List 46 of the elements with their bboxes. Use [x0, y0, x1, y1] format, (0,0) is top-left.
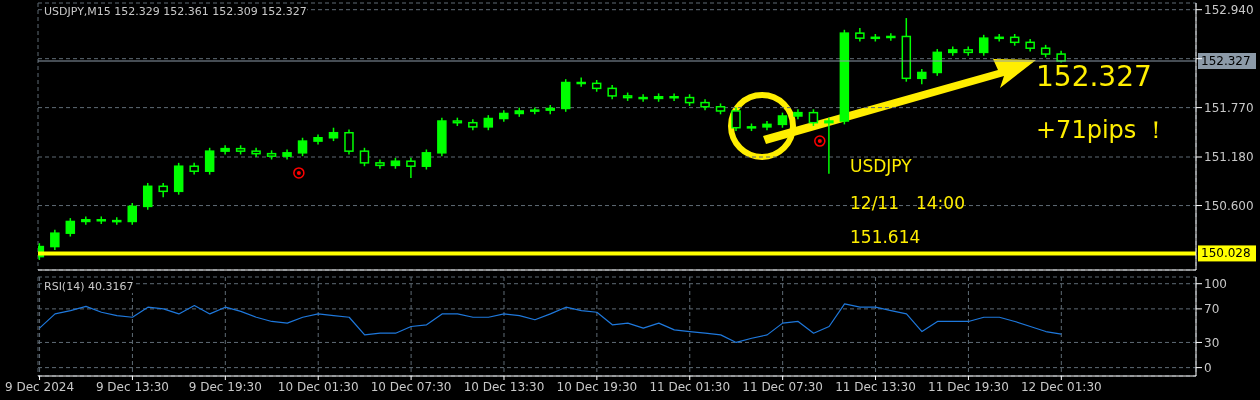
candlestick: [344, 128, 354, 156]
ref-line-label: 150.028: [1201, 246, 1251, 261]
y-tick-label: 100: [1204, 276, 1227, 291]
x-tick-label: 9 Dec 2024: [5, 379, 75, 394]
y-tick-label: 152.940: [1204, 2, 1254, 17]
candlestick: [731, 106, 741, 132]
candlestick: [406, 157, 416, 179]
candlestick: [824, 116, 834, 175]
candlestick: [142, 182, 153, 211]
candlestick: [65, 217, 76, 238]
x-tick-label: 11 Dec 07:30: [742, 379, 823, 394]
y-tick-label: 150.600: [1204, 198, 1254, 213]
x-tick-label: 12 Dec 01:30: [1020, 379, 1102, 394]
y-tick-label: 151.770: [1204, 100, 1254, 115]
x-tick-label: 10 Dec 13:30: [463, 379, 545, 394]
x-tick-label: 11 Dec 01:30: [649, 379, 731, 394]
annotation: 151.614: [850, 227, 921, 247]
x-tick-label: 9 Dec 13:30: [95, 379, 169, 394]
y-tick-label: 30: [1204, 335, 1220, 350]
line-series: [38, 303, 1062, 344]
x-tick-label: 10 Dec 07:30: [370, 379, 452, 394]
candlestick: [359, 147, 370, 167]
ref-line-label: 152.327: [1201, 54, 1251, 68]
candlestick: [81, 215, 91, 226]
annotation: 12/11 14:00: [850, 192, 965, 215]
annotation: 152.327: [1036, 60, 1152, 93]
x-tick-label: 9 Dec 19:30: [188, 379, 262, 394]
y-tick-label: 151.180: [1204, 150, 1254, 165]
x-tick-label: 10 Dec 01:30: [277, 379, 359, 394]
y-tick-label: 70: [1204, 302, 1220, 317]
y-tick-label: 0: [1204, 360, 1212, 375]
chart-title: USDJPY,M15 152.329 152.361 152.309 152.327: [44, 5, 307, 18]
candlestick: [978, 34, 989, 57]
candlestick: [576, 76, 586, 88]
annotation: USDJPY: [850, 156, 912, 176]
candlestick: [204, 147, 215, 176]
chart-title: RSI(14) 40.3167: [44, 280, 134, 293]
candlestick: [297, 137, 308, 157]
x-tick-label: 10 Dec 19:30: [556, 379, 638, 394]
annotation: +71pips ！: [1036, 115, 1168, 146]
x-tick-label: 11 Dec 13:30: [835, 379, 916, 394]
candlestick: [421, 148, 432, 171]
candlestick: [127, 202, 137, 226]
candlestick: [50, 229, 60, 251]
candlestick: [669, 92, 679, 102]
x-tick-label: 11 Dec 19:30: [928, 379, 1009, 394]
